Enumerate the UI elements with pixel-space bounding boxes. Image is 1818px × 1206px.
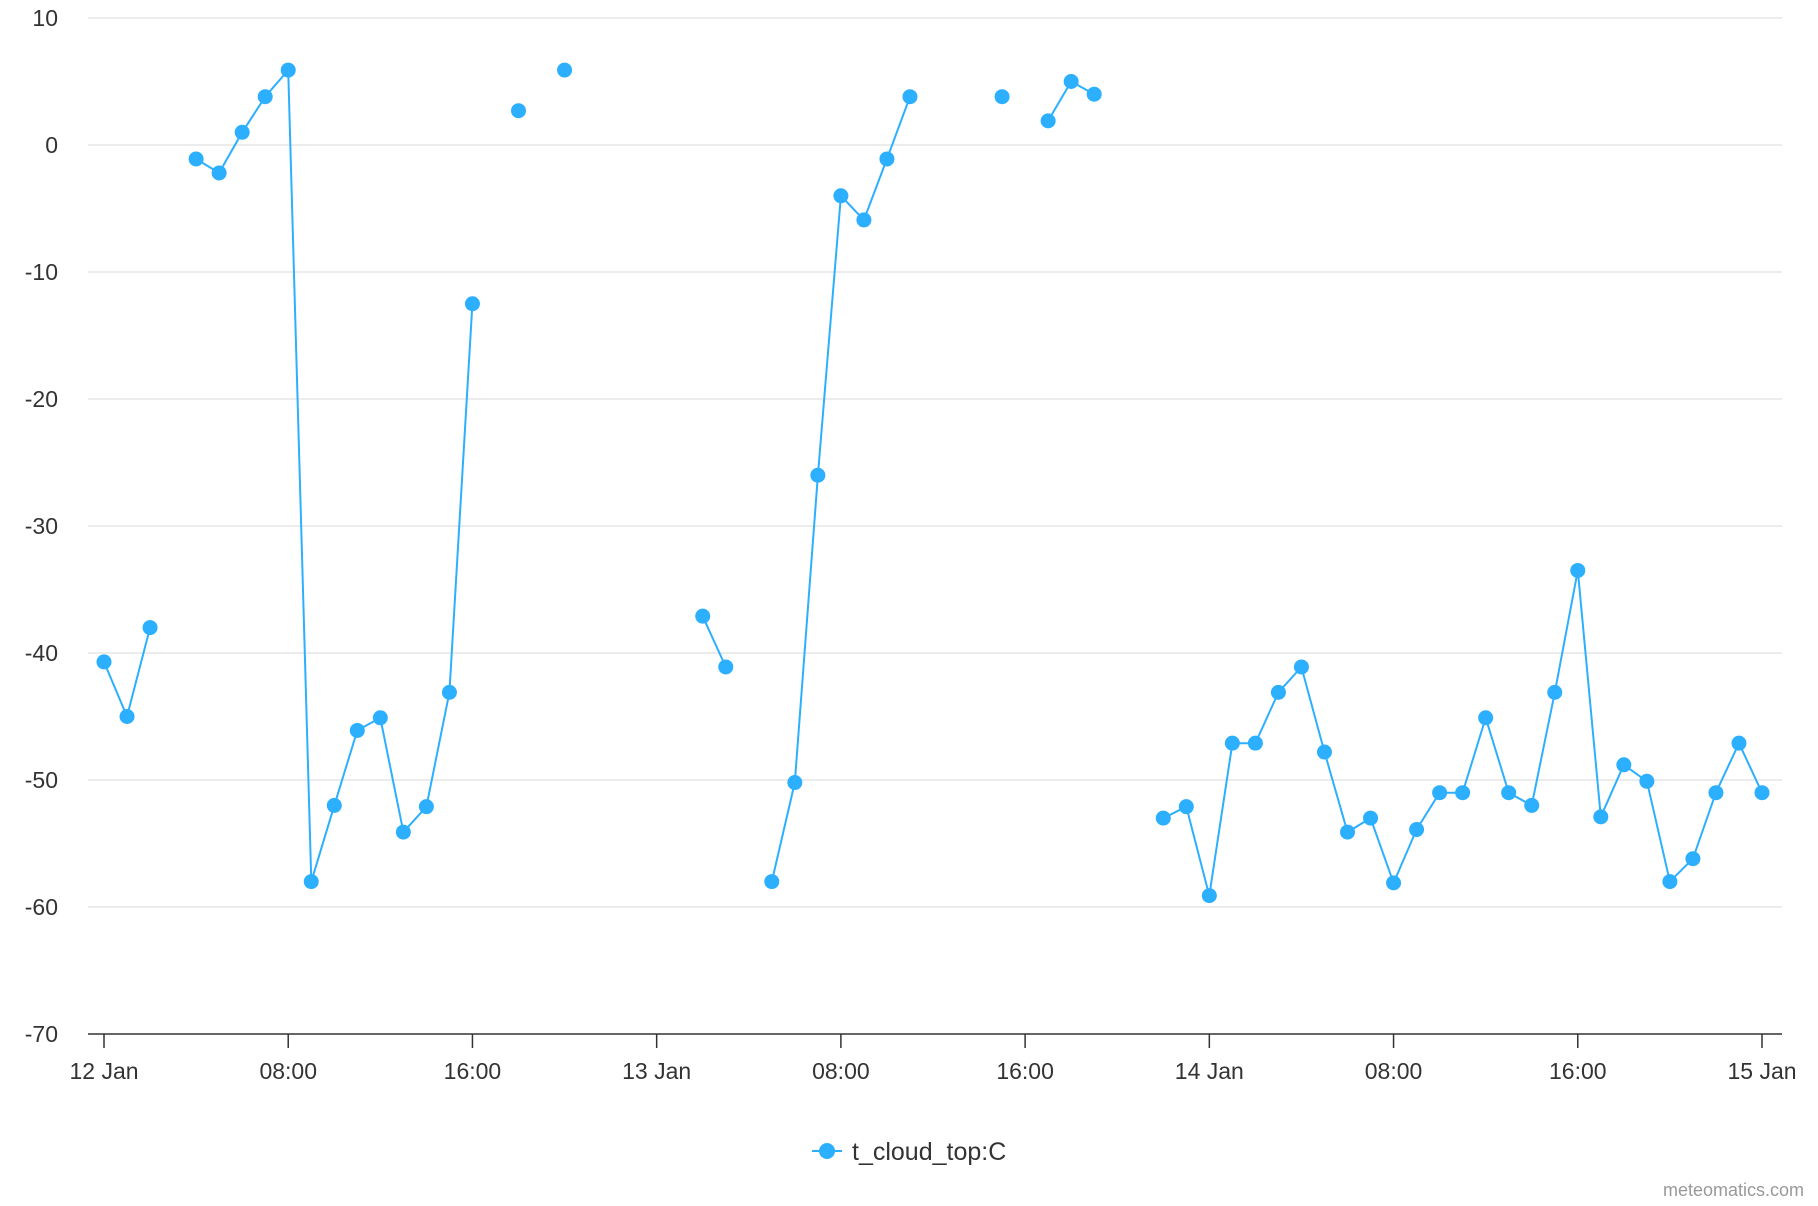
x-tick-label: 16:00 xyxy=(1549,1058,1607,1084)
data-point[interactable] xyxy=(1293,659,1309,675)
data-point[interactable] xyxy=(1040,113,1056,129)
data-point[interactable] xyxy=(1363,810,1379,826)
data-point[interactable] xyxy=(1386,875,1402,891)
data-point[interactable] xyxy=(372,710,388,726)
data-point[interactable] xyxy=(1685,851,1701,867)
data-point[interactable] xyxy=(1409,822,1425,838)
data-point[interactable] xyxy=(464,296,480,312)
data-point[interactable] xyxy=(1639,773,1655,789)
data-point[interactable] xyxy=(1570,562,1586,578)
x-tick-label: 13 Jan xyxy=(622,1058,691,1084)
data-point[interactable] xyxy=(234,124,250,140)
legend[interactable]: t_cloud_top:C xyxy=(812,1138,1006,1166)
data-point[interactable] xyxy=(557,62,573,78)
data-point[interactable] xyxy=(1340,824,1355,840)
legend-label[interactable]: t_cloud_top:C xyxy=(852,1138,1006,1166)
x-tick-label: 08:00 xyxy=(259,1058,317,1084)
data-point[interactable] xyxy=(1224,735,1240,751)
data-point[interactable] xyxy=(211,165,227,181)
y-gridlines xyxy=(88,17,1782,908)
data-point[interactable] xyxy=(303,874,319,890)
data-point[interactable] xyxy=(1731,735,1747,751)
data-point[interactable] xyxy=(764,874,780,890)
x-axis: 12 Jan 08:00 16:00 13 Jan 08:00 16:00 14 Jan 08… xyxy=(69,1033,1797,1084)
data-point[interactable] xyxy=(718,659,734,675)
x-tick-label: 08:00 xyxy=(1365,1058,1423,1084)
x-tick-label: 16:00 xyxy=(444,1058,502,1084)
series-line-segment xyxy=(103,627,152,718)
data-point[interactable] xyxy=(994,89,1010,105)
data-point[interactable] xyxy=(395,824,411,840)
data-point[interactable] xyxy=(257,89,273,105)
y-tick-label: -40 xyxy=(25,640,58,666)
x-axis-ticks xyxy=(103,1034,1763,1048)
x-tick-label: 15 Jan xyxy=(1727,1058,1796,1084)
data-point[interactable] xyxy=(1455,785,1471,801)
data-point[interactable] xyxy=(787,775,803,791)
y-tick-label: 0 xyxy=(45,132,58,158)
x-tick-label: 16:00 xyxy=(996,1058,1054,1084)
data-point[interactable] xyxy=(1247,735,1263,751)
series-line-segment xyxy=(195,69,474,883)
y-tick-label: -70 xyxy=(25,1021,58,1047)
series-line-segment xyxy=(1162,569,1763,897)
data-point[interactable] xyxy=(326,797,342,813)
data-point[interactable] xyxy=(1524,797,1540,813)
data-point[interactable] xyxy=(1593,809,1609,825)
data-point[interactable] xyxy=(1616,757,1632,773)
data-point[interactable] xyxy=(1708,785,1724,801)
y-tick-label: -30 xyxy=(25,513,58,539)
data-point[interactable] xyxy=(1501,785,1517,801)
data-point[interactable] xyxy=(142,620,158,636)
y-tick-label: -50 xyxy=(25,767,58,793)
credits-link[interactable]: meteomatics.com xyxy=(1663,1180,1804,1200)
data-point[interactable] xyxy=(1662,874,1678,890)
data-point[interactable] xyxy=(856,212,872,228)
y-tick-label: -20 xyxy=(25,386,58,412)
data-point[interactable] xyxy=(695,608,711,624)
data-point[interactable] xyxy=(280,62,296,78)
x-axis-labels: 12 Jan 08:00 16:00 13 Jan 08:00 16:00 14 Jan 08… xyxy=(69,1058,1796,1084)
y-axis-labels: 10 0 -10 -20 -30 -40 -50 -60 -70 xyxy=(25,5,58,1047)
data-point[interactable] xyxy=(349,722,365,738)
y-tick-label: -60 xyxy=(25,894,58,920)
data-point[interactable] xyxy=(1086,86,1102,102)
data-point[interactable] xyxy=(1178,799,1194,815)
data-point[interactable] xyxy=(1155,810,1171,826)
data-point[interactable] xyxy=(1478,710,1494,726)
data-point[interactable] xyxy=(441,684,457,700)
y-tick-label: -10 xyxy=(25,259,58,285)
data-point[interactable] xyxy=(1316,744,1332,760)
data-point[interactable] xyxy=(879,151,895,167)
x-tick-label: 14 Jan xyxy=(1175,1058,1244,1084)
data-point[interactable] xyxy=(810,467,826,483)
data-point[interactable] xyxy=(1754,785,1770,801)
data-point[interactable] xyxy=(418,799,434,815)
data-point[interactable] xyxy=(1270,684,1286,700)
data-point[interactable] xyxy=(511,103,526,119)
data-point[interactable] xyxy=(833,188,849,204)
y-tick-label: 10 xyxy=(32,5,58,31)
series-line-segment xyxy=(701,615,727,668)
series-line-segment xyxy=(770,96,911,882)
data-point[interactable] xyxy=(1201,888,1217,904)
legend-point-marker xyxy=(819,1143,835,1159)
data-point[interactable] xyxy=(96,654,112,670)
x-tick-label: 12 Jan xyxy=(69,1058,138,1084)
data-point[interactable] xyxy=(188,151,204,167)
data-point[interactable] xyxy=(1063,74,1079,89)
data-point[interactable] xyxy=(902,89,918,105)
data-point[interactable] xyxy=(119,709,135,724)
data-point[interactable] xyxy=(1432,785,1448,801)
series-t-cloud-top[interactable] xyxy=(96,62,1770,904)
x-tick-label: 08:00 xyxy=(812,1058,870,1084)
data-point[interactable] xyxy=(1547,684,1563,700)
